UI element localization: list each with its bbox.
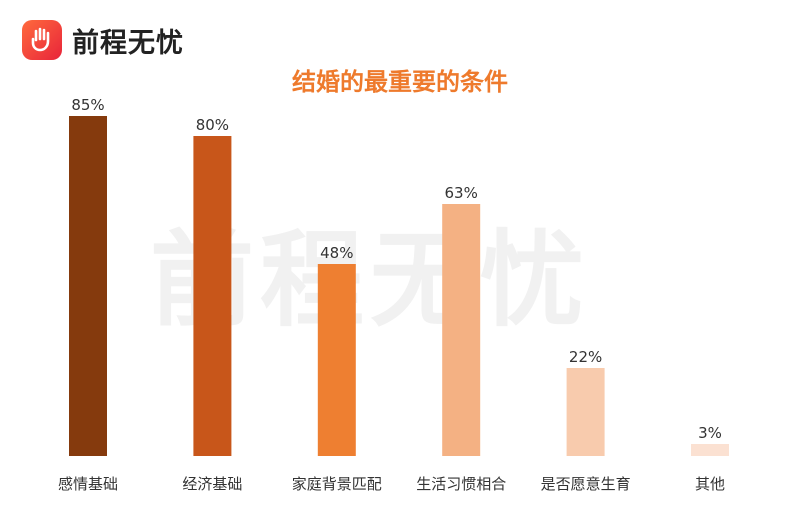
brand-name: 前程无忧 bbox=[72, 27, 184, 59]
brand-logo: 前程无忧 bbox=[22, 20, 184, 60]
bar-1 bbox=[69, 116, 107, 456]
bar-4 bbox=[442, 204, 481, 456]
category-label-3: 家庭背景匹配 bbox=[292, 475, 382, 493]
data-label-1: 85% bbox=[71, 96, 104, 114]
bar-5 bbox=[566, 368, 605, 456]
hand-icon bbox=[22, 20, 62, 60]
data-label-5: 22% bbox=[569, 348, 602, 366]
bar-3 bbox=[317, 264, 356, 456]
data-label-3: 48% bbox=[320, 244, 353, 262]
chart-title: 结婚的最重要的条件 bbox=[292, 68, 508, 96]
category-label-5: 是否愿意生育 bbox=[541, 475, 631, 493]
category-label-1: 感情基础 bbox=[58, 475, 118, 493]
bar-2 bbox=[193, 136, 232, 456]
bar-6 bbox=[691, 444, 729, 456]
category-label-2: 经济基础 bbox=[182, 475, 242, 493]
data-label-6: 3% bbox=[698, 424, 722, 442]
category-label-4: 生活习惯相合 bbox=[416, 475, 506, 493]
data-label-2: 80% bbox=[196, 116, 229, 134]
data-label-4: 63% bbox=[445, 184, 478, 202]
category-label-6: 其他 bbox=[695, 475, 725, 493]
